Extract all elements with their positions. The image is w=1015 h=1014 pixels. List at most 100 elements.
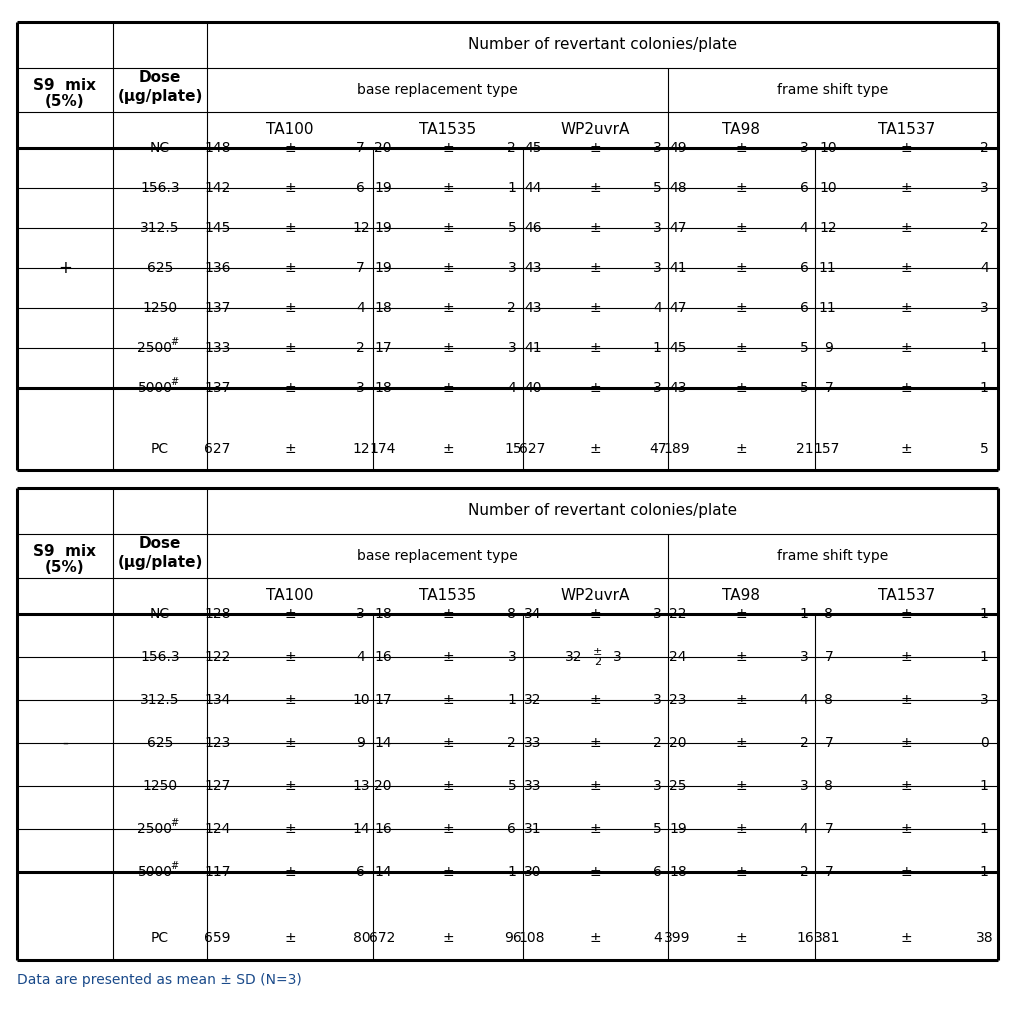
Text: 7: 7 (824, 736, 833, 750)
Text: 43: 43 (524, 301, 542, 315)
Text: TA1537: TA1537 (878, 123, 935, 138)
Text: 21: 21 (796, 442, 814, 456)
Text: 44: 44 (524, 182, 542, 195)
Text: 174: 174 (369, 442, 396, 456)
Text: 1: 1 (979, 822, 989, 836)
Text: 8: 8 (508, 607, 517, 621)
Text: ±: ± (443, 442, 454, 456)
Text: 9: 9 (356, 736, 365, 750)
Text: 1: 1 (508, 182, 517, 195)
Text: ±: ± (284, 693, 295, 707)
Text: 2: 2 (508, 141, 517, 155)
Text: 2: 2 (508, 301, 517, 315)
Text: ±: ± (284, 221, 295, 235)
Text: #: # (170, 861, 178, 871)
Text: ±: ± (443, 736, 454, 750)
Text: ±: ± (284, 779, 295, 793)
Text: 133: 133 (204, 341, 230, 355)
Text: 14: 14 (375, 736, 392, 750)
Text: 11: 11 (819, 301, 836, 315)
Text: 17: 17 (375, 693, 392, 707)
Text: 122: 122 (204, 650, 230, 664)
Text: 18: 18 (375, 301, 392, 315)
Text: ±: ± (284, 931, 295, 944)
Text: 18: 18 (375, 607, 392, 621)
Text: 41: 41 (669, 261, 687, 275)
Text: (5%): (5%) (46, 561, 85, 576)
Text: 189: 189 (664, 442, 690, 456)
Text: 148: 148 (204, 141, 230, 155)
Text: ±: ± (736, 650, 747, 664)
Text: 124: 124 (204, 822, 230, 836)
Text: 4: 4 (356, 301, 365, 315)
Text: 20: 20 (375, 141, 392, 155)
Text: 34: 34 (524, 607, 542, 621)
Text: ±: ± (284, 381, 295, 395)
Text: TA1535: TA1535 (419, 123, 477, 138)
Text: 3: 3 (653, 141, 662, 155)
Text: 46: 46 (524, 221, 542, 235)
Text: TA100: TA100 (266, 123, 314, 138)
Text: 108: 108 (519, 931, 545, 944)
Text: 48: 48 (669, 182, 687, 195)
Text: 47: 47 (669, 221, 687, 235)
Text: 3: 3 (979, 693, 989, 707)
Text: 8: 8 (824, 779, 833, 793)
Text: 5000: 5000 (137, 865, 173, 879)
Text: 381: 381 (814, 931, 840, 944)
Text: ±: ± (590, 182, 601, 195)
Text: 5: 5 (508, 221, 517, 235)
Text: 40: 40 (524, 381, 542, 395)
Text: 18: 18 (669, 865, 687, 879)
Text: ±: ± (590, 736, 601, 750)
Text: ±: ± (443, 141, 454, 155)
Text: 18: 18 (375, 381, 392, 395)
Text: ±: ± (590, 141, 601, 155)
Text: 1: 1 (508, 865, 517, 879)
Text: ±: ± (900, 693, 912, 707)
Text: 49: 49 (669, 141, 687, 155)
Text: 1250: 1250 (142, 779, 178, 793)
Text: 5: 5 (800, 381, 809, 395)
Text: ±: ± (736, 442, 747, 456)
Text: ±: ± (284, 141, 295, 155)
Text: base replacement type: base replacement type (357, 549, 518, 563)
Text: 7: 7 (824, 381, 833, 395)
Text: 312.5: 312.5 (140, 221, 180, 235)
Text: 9: 9 (824, 341, 833, 355)
Text: 32: 32 (524, 693, 542, 707)
Text: frame shift type: frame shift type (777, 83, 888, 97)
Text: 145: 145 (204, 221, 230, 235)
Text: ±: ± (443, 822, 454, 836)
Text: ±: ± (590, 301, 601, 315)
Text: 2500: 2500 (137, 822, 173, 836)
Text: 4: 4 (356, 650, 365, 664)
Text: ±: ± (900, 607, 912, 621)
Text: 5: 5 (508, 779, 517, 793)
Text: 20: 20 (375, 779, 392, 793)
Text: 7: 7 (824, 865, 833, 879)
Text: (μg/plate): (μg/plate) (118, 89, 203, 104)
Text: 5000: 5000 (137, 381, 173, 395)
Text: 32: 32 (564, 650, 583, 664)
Text: TA1535: TA1535 (419, 588, 477, 603)
Text: 41: 41 (524, 341, 542, 355)
Text: 1: 1 (653, 341, 662, 355)
Text: 0: 0 (979, 736, 989, 750)
Text: ±: ± (736, 261, 747, 275)
Text: (μg/plate): (μg/plate) (118, 556, 203, 571)
Text: 10: 10 (353, 693, 370, 707)
Text: 12: 12 (353, 442, 370, 456)
Text: 156.3: 156.3 (140, 650, 180, 664)
Bar (17, 488, 998, 960)
Text: 3: 3 (979, 182, 989, 195)
Text: ±: ± (590, 381, 601, 395)
Text: 1: 1 (979, 650, 989, 664)
Text: 1: 1 (979, 341, 989, 355)
Text: 7: 7 (356, 261, 365, 275)
Text: 3: 3 (800, 779, 809, 793)
Text: 2: 2 (508, 736, 517, 750)
Text: ±: ± (590, 261, 601, 275)
Text: ±: ± (736, 301, 747, 315)
Text: ±: ± (443, 261, 454, 275)
